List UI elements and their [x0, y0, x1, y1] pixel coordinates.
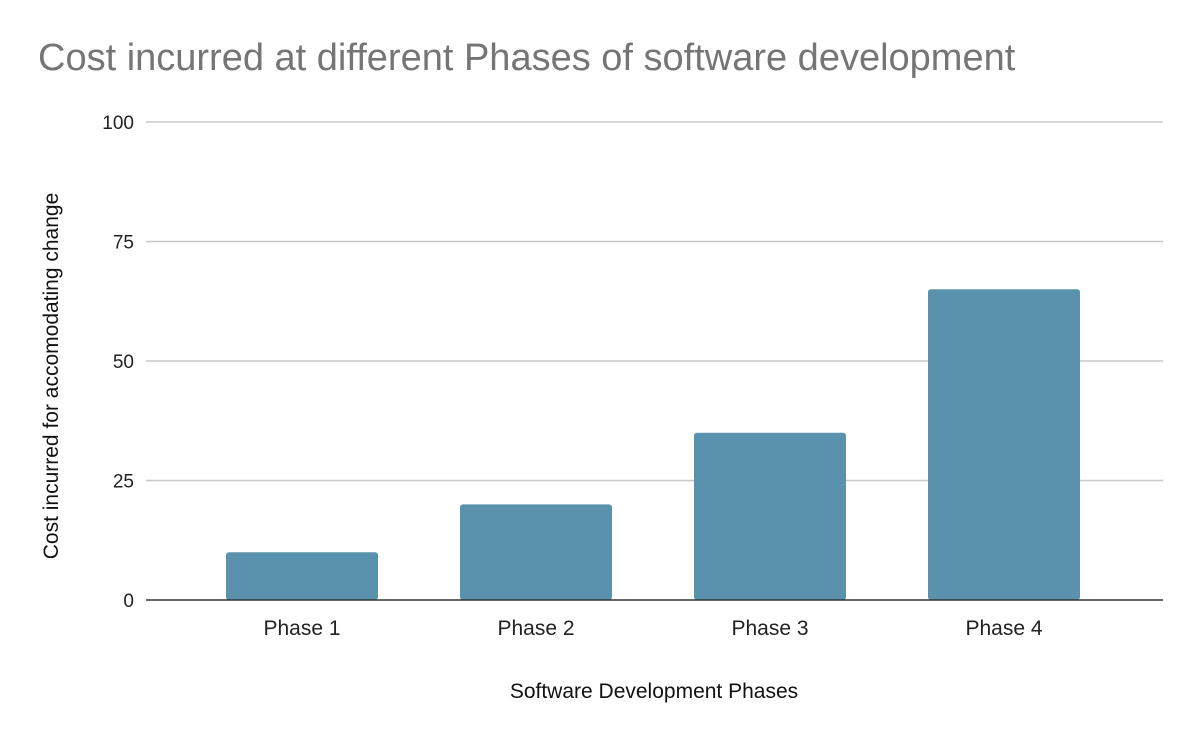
x-tick-label: Phase 1: [263, 617, 340, 640]
x-tick-label: Phase 4: [965, 617, 1042, 640]
x-tick-label: Phase 3: [731, 617, 808, 640]
y-tick-label: 50: [113, 352, 134, 373]
y-tick-label: 0: [123, 591, 134, 612]
x-axis-title: Software Development Phases: [510, 680, 798, 703]
bar-phase-4: [928, 289, 1080, 600]
x-axis-tick-labels: Phase 1 Phase 2 Phase 3 Phase 4: [263, 617, 1042, 640]
y-tick-label: 100: [102, 113, 134, 134]
bar-phase-3: [694, 432, 846, 600]
bar-phase-2: [460, 504, 612, 600]
x-tick-label: Phase 2: [497, 617, 574, 640]
bar-phase-1: [226, 552, 378, 600]
y-tick-label: 25: [113, 472, 134, 493]
bars: [226, 289, 1080, 600]
y-axis-tick-labels: 0 25 50 75 100: [102, 113, 134, 612]
y-tick-label: 75: [113, 233, 134, 254]
chart-title: Cost incurred at different Phases of sof…: [38, 37, 1016, 79]
y-axis-title: Cost incurred for accomodating change: [40, 193, 63, 560]
